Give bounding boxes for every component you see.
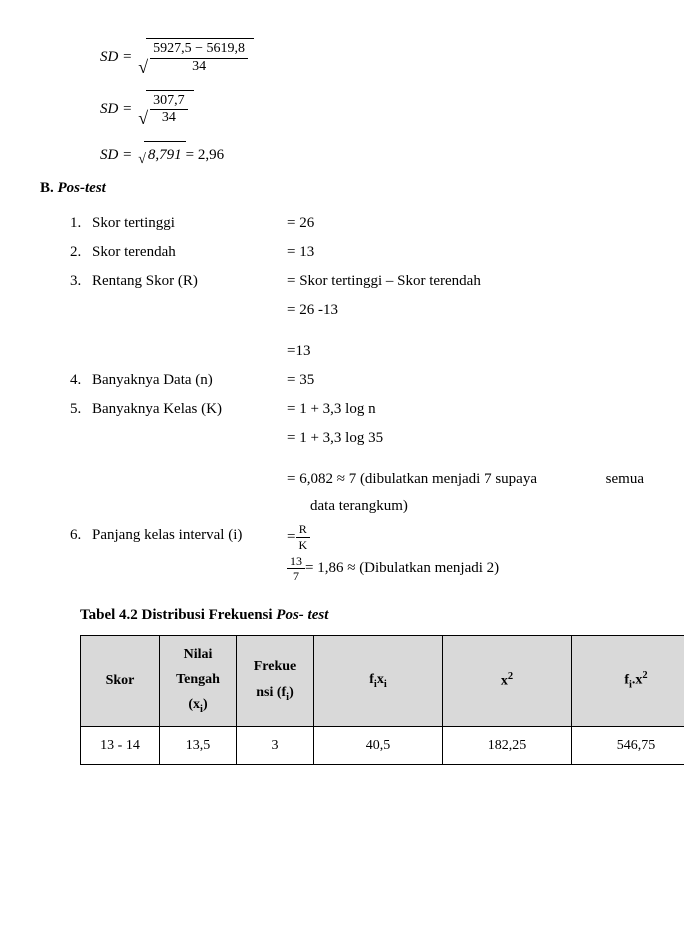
section-heading: B. Pos-test <box>40 175 644 202</box>
sqrt-wrap: √ 307,7 34 <box>138 90 193 130</box>
list-item: 4.Banyaknya Data (n)= 35 <box>70 367 644 394</box>
item-label: Banyaknya Kelas (K) <box>92 396 287 423</box>
numerator: 307,7 <box>150 93 188 111</box>
th-text: .x <box>632 672 643 687</box>
item-label: Panjang kelas interval (i) <box>92 522 287 552</box>
fraction: 137 <box>287 554 305 584</box>
radical-sign: √ <box>138 58 148 76</box>
list-item: 6.Panjang kelas interval (i)= RK <box>70 522 644 552</box>
cell-fix2: 546,75 <box>572 726 684 764</box>
sup-2: 2 <box>642 670 647 681</box>
item-value: = 1,86 ≈ (Dibulatkan menjadi 2) <box>305 555 499 582</box>
sqrt-wrap: √ 8,791 <box>138 141 185 169</box>
caption-text: Tabel 4.2 Distribusi Frekuensi <box>80 607 276 623</box>
th-frekuensi: Frekue nsi (fi) <box>237 635 314 726</box>
caption-italic: Pos- test <box>276 607 328 623</box>
item-continuation: 137 = 1,86 ≈ (Dibulatkan menjadi 2) <box>287 554 644 584</box>
table-row: 13 - 14 13,5 3 40,5 182,25 546,75 <box>81 726 684 764</box>
th-text: ) <box>289 685 294 700</box>
sd-formula-step2: SD = √ 307,7 34 <box>100 90 644 130</box>
list-item: 1.Skor tertinggi= 26 <box>70 210 644 237</box>
sd-label: SD = <box>100 142 132 169</box>
th-text: x <box>377 672 384 687</box>
sub-i: i <box>384 679 387 690</box>
cell-x2: 182,25 <box>443 726 572 764</box>
fraction: RK <box>295 522 310 552</box>
th-text: ) <box>203 697 208 712</box>
item-number: 2. <box>70 239 92 266</box>
item-number: 4. <box>70 367 92 394</box>
th-x2: x2 <box>443 635 572 726</box>
cell-fixi: 40,5 <box>314 726 443 764</box>
item-label: Banyaknya Data (n) <box>92 367 287 394</box>
th-text: Frekue <box>254 659 297 674</box>
fraction: 307,7 34 <box>150 93 188 128</box>
table-caption: Tabel 4.2 Distribusi Frekuensi Pos- test <box>80 602 644 629</box>
radical-sign: √ <box>138 153 146 167</box>
denominator: 34 <box>159 110 179 127</box>
list-item: 2.Skor terendah= 13 <box>70 239 644 266</box>
item-continuation: data terangkum) <box>310 493 644 520</box>
th-text: x <box>501 674 508 689</box>
item-number: 6. <box>70 522 92 552</box>
radicand: 307,7 34 <box>146 90 194 130</box>
th-fixi: fixi <box>314 635 443 726</box>
sd-formula-step1: SD = √ 5927,5 − 5619,8 34 <box>100 38 644 78</box>
list-item: 5.Banyaknya Kelas (K)= 1 + 3,3 log n <box>70 396 644 423</box>
sup-2: 2 <box>508 671 513 682</box>
radicand: 8,791 <box>144 141 186 169</box>
item-continuation: = 6,082 ≈ 7 (dibulatkan menjadi 7 supaya… <box>287 466 644 493</box>
item-label: Skor terendah <box>92 239 287 266</box>
item-continuation: = 1 + 3,3 log 35 <box>287 425 644 452</box>
item-continuation: = 26 -13 <box>287 297 644 324</box>
numerator: 5927,5 − 5619,8 <box>150 41 248 59</box>
radical-sign: √ <box>138 109 148 127</box>
section-letter: B. <box>40 180 54 196</box>
fraction: 5927,5 − 5619,8 34 <box>150 41 248 76</box>
item-label: Skor tertinggi <box>92 210 287 237</box>
table-header-row: Skor Nilai Tengah (xi) Frekue nsi (fi) f… <box>81 635 684 726</box>
item-label: Rentang Skor (R) <box>92 268 287 295</box>
denominator: 34 <box>189 59 209 76</box>
item-value: = 6,082 ≈ 7 (dibulatkan menjadi 7 supaya <box>287 466 576 493</box>
item-value: = RK <box>287 522 644 552</box>
cell-xi: 13,5 <box>160 726 237 764</box>
sqrt-wrap: √ 5927,5 − 5619,8 34 <box>138 38 254 78</box>
item-number: 3. <box>70 268 92 295</box>
section-title: Pos-test <box>58 180 106 196</box>
sd-label: SD = <box>100 44 132 71</box>
item-number: 5. <box>70 396 92 423</box>
sd-label: SD = <box>100 96 132 123</box>
item-value-tail: semua <box>606 466 644 493</box>
item-value: = 35 <box>287 367 644 394</box>
result-value: = 2,96 <box>186 142 224 169</box>
item-continuation: =13 <box>287 338 644 365</box>
radicand: 5927,5 − 5619,8 34 <box>146 38 254 78</box>
th-skor: Skor <box>81 635 160 726</box>
th-text: (x <box>188 697 200 712</box>
th-nilai-tengah: Nilai Tengah (xi) <box>160 635 237 726</box>
th-text: nsi (f <box>256 685 286 700</box>
cell-skor: 13 - 14 <box>81 726 160 764</box>
cell-fi: 3 <box>237 726 314 764</box>
th-text: Nilai Tengah <box>176 647 220 687</box>
th-fix2: fi.x2 <box>572 635 684 726</box>
item-value: = 26 <box>287 210 644 237</box>
frequency-table: Skor Nilai Tengah (xi) Frekue nsi (fi) f… <box>80 635 684 765</box>
item-number: 1. <box>70 210 92 237</box>
item-value: = 1 + 3,3 log n <box>287 396 644 423</box>
list-item: 3.Rentang Skor (R)= Skor tertinggi – Sko… <box>70 268 644 295</box>
sd-formula-step3: SD = √ 8,791 = 2,96 <box>100 141 644 169</box>
item-value: = Skor tertinggi – Skor terendah <box>287 268 644 295</box>
item-value: = 13 <box>287 239 644 266</box>
